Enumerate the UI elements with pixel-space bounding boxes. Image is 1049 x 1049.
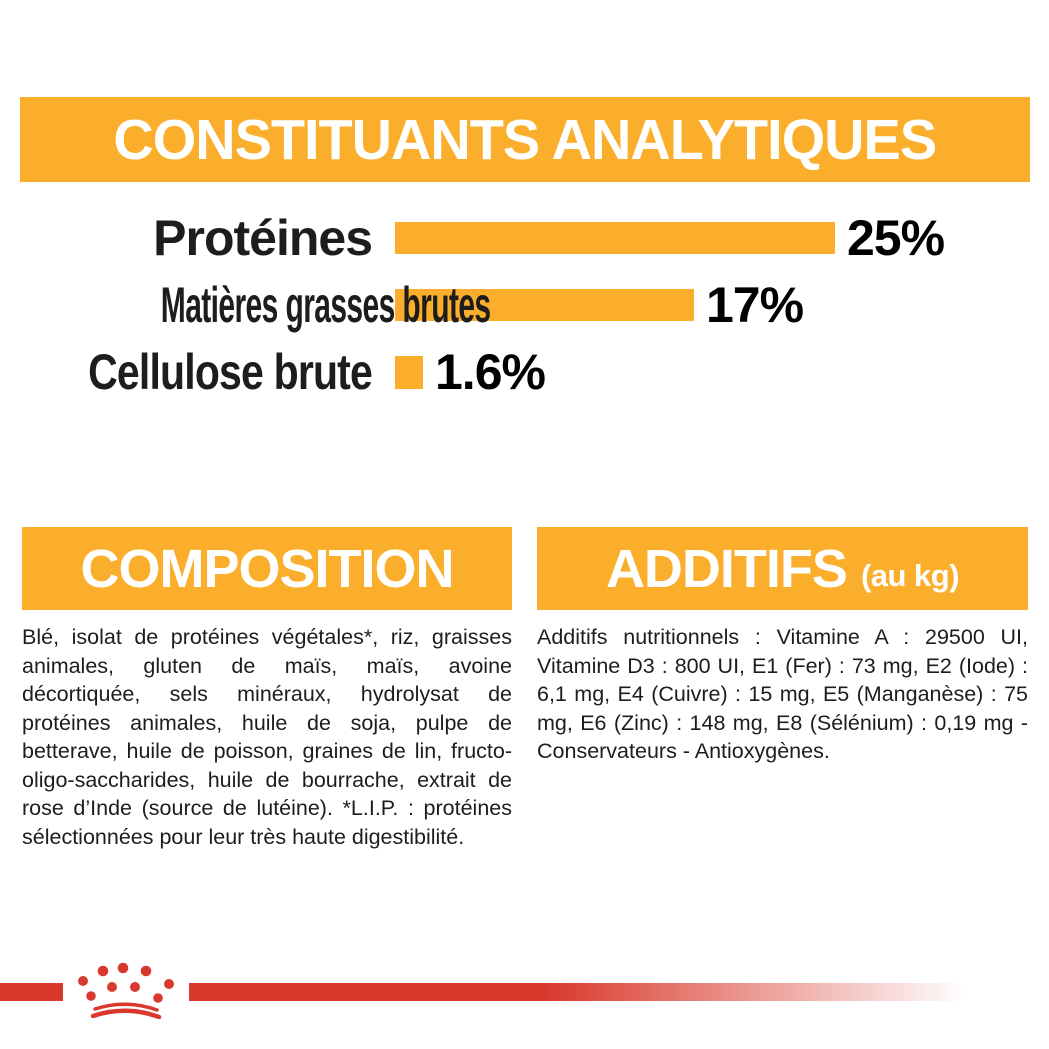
- nutrient-bar-chart: Protéines 25% Matières grasses brutes 17…: [20, 210, 1030, 415]
- chart-row: Protéines 25%: [20, 210, 1030, 266]
- nutrient-bar: [395, 355, 423, 389]
- nutrient-value: 1.6%: [435, 344, 546, 400]
- composition-text: Blé, isolat de protéines végétales*, riz…: [22, 625, 512, 849]
- chart-row: Matières grasses brutes 17%: [20, 277, 1030, 333]
- nutrient-label: Cellulose brute: [88, 344, 373, 400]
- royal-canin-crown-logo: [78, 962, 174, 1019]
- nutrient-bar: [395, 222, 835, 254]
- nutrient-label: Matières grasses brutes: [160, 277, 491, 333]
- composition-section: COMPOSITION Blé, isolat de protéines vég…: [22, 527, 512, 851]
- composition-banner: COMPOSITION: [22, 527, 512, 610]
- chart-row: Cellulose brute 1.6%: [20, 344, 1030, 400]
- nutrient-value: 17%: [706, 277, 804, 333]
- additifs-text: Additifs nutritionnels : Vitamine A : 29…: [537, 625, 1028, 763]
- section-title: CONSTITUANTS ANALYTIQUES: [113, 107, 938, 172]
- composition-title: COMPOSITION: [80, 538, 454, 599]
- additifs-section: ADDITIFS (au kg) Additifs nutritionnels …: [537, 527, 1028, 766]
- additifs-title: ADDITIFS: [605, 538, 848, 599]
- additifs-banner: ADDITIFS (au kg): [537, 527, 1028, 610]
- nutrient-label: Protéines: [153, 210, 373, 266]
- additifs-unit-label: (au kg): [860, 557, 960, 593]
- divider-line-right: [189, 983, 983, 1001]
- divider-line-left: [0, 983, 63, 1001]
- nutrient-bar: [395, 289, 694, 321]
- nutrient-value: 25%: [847, 210, 945, 266]
- analytical-constituents-banner: CONSTITUANTS ANALYTIQUES: [20, 97, 1030, 182]
